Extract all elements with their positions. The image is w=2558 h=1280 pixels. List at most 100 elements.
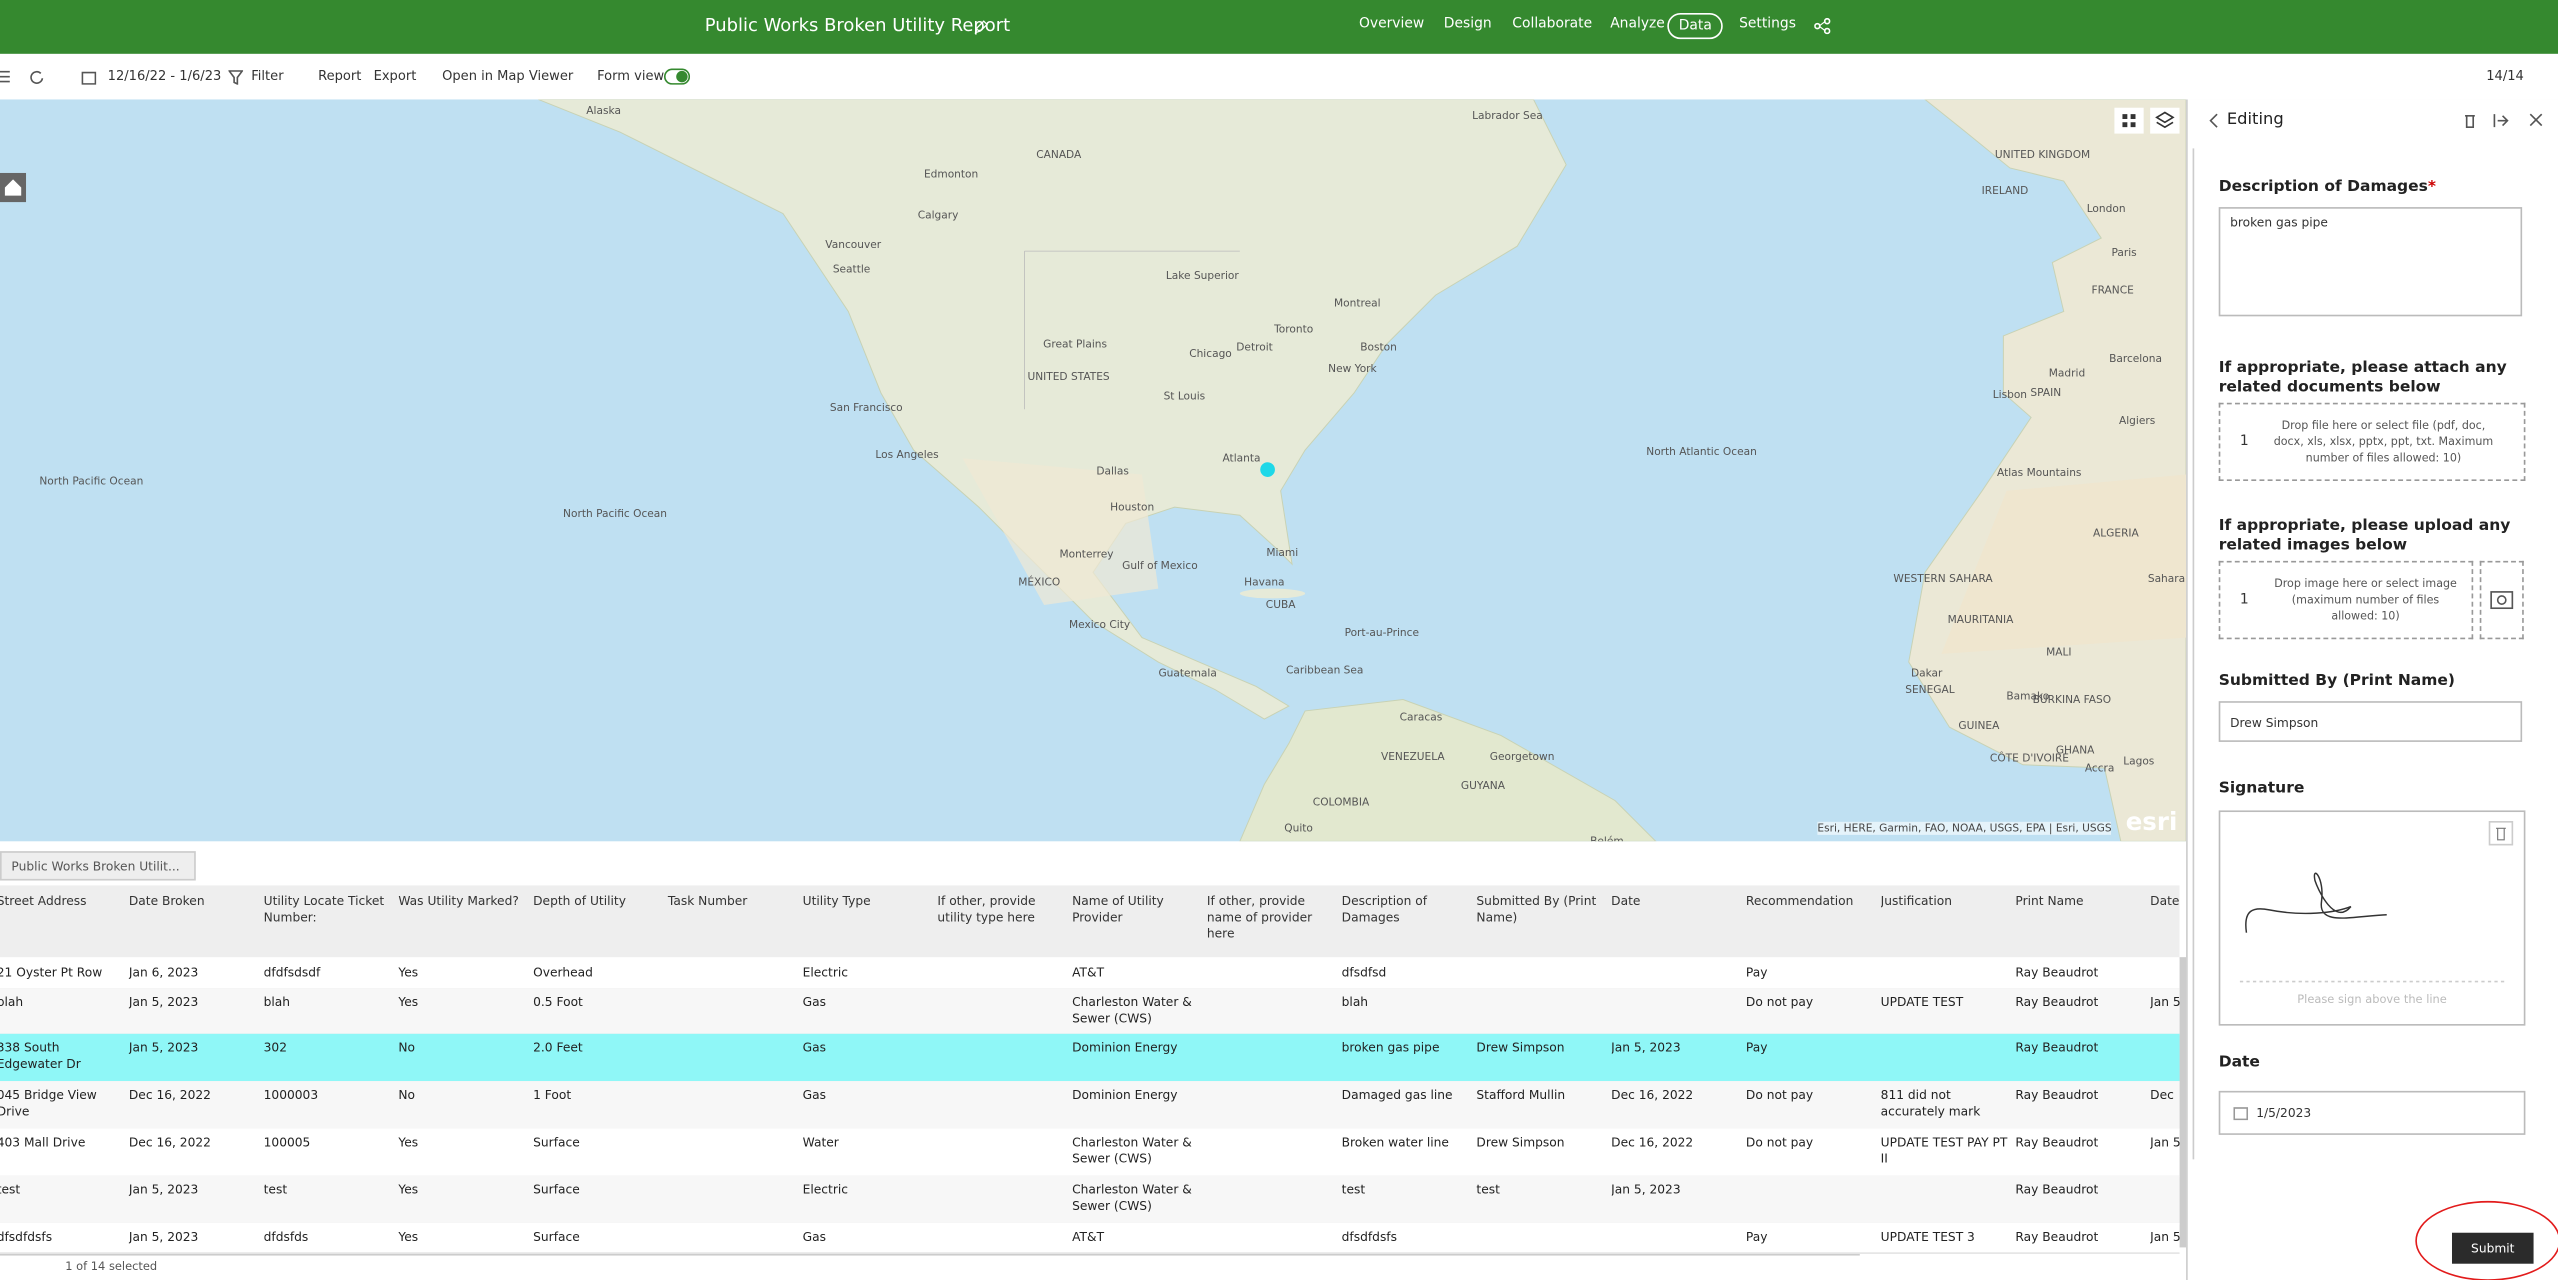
map-label: GHANA [2056,744,2095,756]
column-header[interactable]: If other, provide name of provider here [1206,893,1313,941]
export-button[interactable]: Export [373,68,417,84]
table-cell: dfsdfdsfs [1341,1229,1398,1245]
table-cell: Ray Beaudrot [2015,965,2099,980]
signature-pad[interactable]: Please sign above the line [2218,810,2526,1026]
report-button[interactable]: Report [318,68,362,84]
column-header[interactable]: Depth of Utility [533,893,626,909]
description-input[interactable]: broken gas pipe [2218,207,2523,317]
map-canvas[interactable]: Alaska Labrador Sea CANADA Edmonton Calgary V… [0,99,2187,842]
image-hint: Drop image here or select image (maximum… [2274,577,2457,623]
table-cell: No [398,1087,416,1103]
table-row[interactable]: 338 South Edgewater Dr Jan 5, 2023 302 No 2.… [0,1033,2180,1083]
field-label: If appropriate, please upload any relate… [2218,516,2511,555]
map[interactable]: Alaska Labrador Sea CANADA Edmonton Calgary V… [0,99,2187,842]
column-header[interactable]: Date Broken [128,893,205,909]
table-cell: Jan 5, 2023 [128,1229,199,1245]
map-label: WESTERN SAHARA [1893,573,1993,585]
column-header[interactable]: Utility Locate Ticket Number: [263,893,385,925]
form-view-toggle[interactable] [663,68,691,85]
map-label: Madrid [2049,368,2085,380]
map-widgets[interactable] [2114,107,2180,134]
map-label: Bamako [2006,691,2049,703]
table-row[interactable]: 045 Bridge View Drive Dec 16, 2022 1000003… [0,1081,2180,1131]
nav-item[interactable]: Collaborate [1512,16,1593,33]
nav-item[interactable]: Overview [1358,16,1425,33]
column-header[interactable]: Utility Type [802,893,871,909]
table-cell: Ray Beaudrot [2015,1087,2099,1103]
map-label: BURKINA FASO [2033,694,2111,706]
table-cell: blah [1341,994,1369,1010]
panel-actions[interactable] [2462,113,2547,129]
table-cell: Pay [1745,965,1768,980]
table-cell: Jan 6, 2023 [128,965,199,980]
nav-item[interactable]: Data [1667,13,1724,40]
table-cell: dfdsfds [263,1229,309,1245]
table-cell: Jan 5, 2023 [128,1040,199,1055]
table-row[interactable]: 403 Mall Drive Dec 16, 2022 100005 Yes Surfa… [0,1128,2181,1178]
document-dropzone[interactable]: 1 Drop file here or select file (pdf, do… [2218,402,2526,482]
column-header[interactable]: Date [1611,893,1641,909]
column-header[interactable]: Task Number [667,893,748,909]
signature-drawing [2239,821,2514,983]
table-cell: Yes [398,965,419,980]
edit-icon[interactable] [974,20,989,35]
column-header[interactable]: Name of Utility Provider [1072,893,1164,925]
column-header[interactable]: Recommendation [1745,893,1854,909]
document-count: 1 [2239,433,2249,451]
editing-panel: Editing Description of Damages* broken g… [2186,99,2558,1280]
image-dropzone[interactable]: 1 Drop image here or select image (maxim… [2218,560,2474,640]
home-button[interactable] [0,172,27,203]
column-header[interactable]: Justification [1880,893,1952,909]
table-cell: Surface [533,1182,580,1197]
map-label: UNITED STATES [1027,371,1109,383]
field-label: If appropriate, please attach any relate… [2218,358,2507,397]
v-scrollbar[interactable] [2179,957,2187,1248]
camera-button[interactable] [2479,560,2524,640]
open-map-viewer[interactable]: Open in Map Viewer [442,68,574,84]
table-cell: Pay [1745,1229,1768,1245]
nav-item[interactable]: Analyze [1610,16,1665,33]
map-label: Toronto [1273,324,1313,336]
column-header[interactable]: Submitted By (Print Name) [1476,893,1597,925]
table-row[interactable]: dfsdfdsfs Jan 5, 2023 dfdsfds Yes Surface Gas… [0,1222,2181,1254]
table-tab[interactable]: Public Works Broken Utilit... [0,851,196,881]
table-row[interactable]: blah Jan 5, 2023 blah Yes 0.5 Foot Gas Charles… [0,988,2181,1036]
column-header[interactable]: Description of Damages [1341,893,1428,925]
table-cell: 0.5 Foot [533,994,583,1010]
selected-feature[interactable] [1260,462,1275,477]
column-header[interactable]: Date [2150,893,2180,909]
nav-item[interactable]: Settings [1739,16,1796,33]
table-cell: Do not pay [1745,994,1814,1010]
column-header[interactable]: If other, provide utility type here [937,893,1036,925]
back-icon[interactable] [2207,113,2220,129]
filter-button[interactable]: Filter [251,68,284,84]
nav-item[interactable]: Design [1443,16,1492,33]
date-range[interactable]: 12/16/22 - 1/6/23 [107,68,222,84]
map-label: Great Plains [1043,338,1107,350]
table-cell: Dec 16, 2022 [1611,1087,1694,1103]
map-label: Monterrey [1059,549,1113,561]
map-label: CÔTE D'IVOIRE [1990,751,2069,764]
app-title[interactable]: Public Works Broken Utility Report [704,14,1011,36]
map-label: Quito [1284,823,1313,835]
required-mark: * [2427,177,2437,196]
map-label: Paris [2111,247,2136,259]
table-cell: Ray Beaudrot [2015,994,2099,1010]
share-icon[interactable] [1814,17,1831,35]
table-cell: No [398,1040,416,1055]
column-header[interactable]: Street Address [0,893,87,909]
submit-button[interactable]: Submit [2451,1232,2534,1264]
map-label: VENEZUELA [1381,751,1445,763]
table-cell: Jan 5 [2150,994,2181,1010]
table-cell: Dominion Energy [1072,1040,1178,1055]
submitted-by-input[interactable]: Drew Simpson [2218,701,2523,742]
record-count: 14/14 [2486,68,2524,84]
date-input[interactable]: 1/5/2023 [2218,1090,2526,1135]
table-row[interactable]: 21 Oyster Pt Row Jan 6, 2023 dfdfsdsdf Yes O… [0,958,2180,990]
table-cell: Jan 5, 2023 [1611,1182,1681,1197]
column-header[interactable]: Print Name [2015,893,2084,909]
column-header[interactable]: Was Utility Marked? [398,893,519,909]
table-row[interactable]: test Jan 5, 2023 test Yes Surface Electric Cha… [0,1175,2180,1225]
toolbar-icons[interactable] [0,68,49,84]
table-cell: broken gas pipe [1341,1040,1440,1055]
